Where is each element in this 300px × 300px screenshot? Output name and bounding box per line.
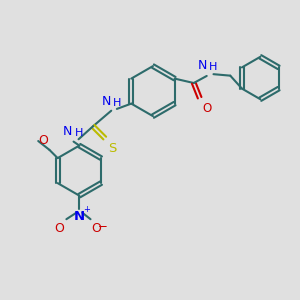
Text: H: H bbox=[113, 98, 122, 108]
Text: O: O bbox=[55, 222, 64, 235]
Text: S: S bbox=[108, 142, 116, 154]
Text: N: N bbox=[63, 125, 72, 138]
Text: O: O bbox=[202, 102, 211, 115]
Text: N: N bbox=[101, 95, 111, 108]
Text: O: O bbox=[92, 222, 102, 235]
Text: O: O bbox=[38, 134, 48, 147]
Text: −: − bbox=[98, 220, 107, 233]
Text: N: N bbox=[198, 59, 207, 72]
Text: N: N bbox=[74, 210, 85, 223]
Text: +: + bbox=[83, 205, 90, 214]
Text: H: H bbox=[209, 62, 218, 72]
Text: H: H bbox=[75, 128, 83, 138]
